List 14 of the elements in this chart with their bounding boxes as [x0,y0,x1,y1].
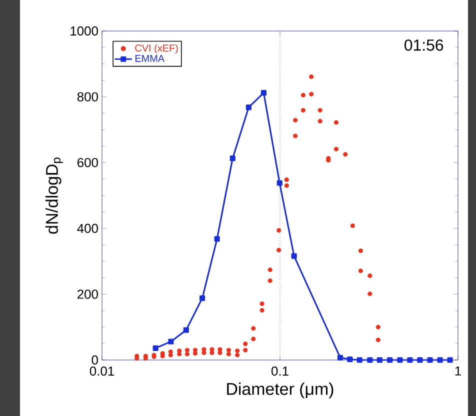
y-tick-label: 1000 [70,26,98,36]
annotation: 01:56 [404,39,444,51]
legend-label: CVI (xEF) [135,44,178,54]
y-axis-title: dN/dlogD$_{p}$ [46,158,63,234]
y-tick-label: 400 [77,224,98,233]
x-axis-title: Diameter (μm) [227,382,334,398]
x-tick-label: 0.1 [271,366,288,376]
x-tick-label: 1 [455,366,461,376]
legend-label: EMMA [135,54,165,62]
y-tick-label: 0 [92,355,98,365]
y-tick-label: 200 [78,290,98,299]
y-tick-label: 600 [78,158,98,168]
x-tick-label: 0.01 [90,366,114,376]
y-tick-label: 800 [77,92,98,102]
